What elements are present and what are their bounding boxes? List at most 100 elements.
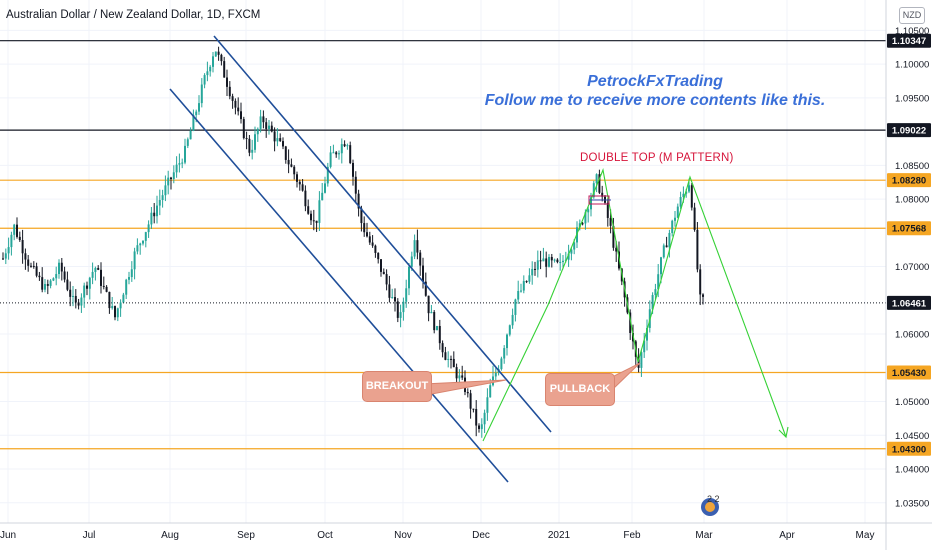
- price-badge-label: 1.07568: [892, 224, 926, 235]
- watermark: PetrockFxTrading Follow me to receive mo…: [470, 72, 840, 110]
- y-tick-label: 1.03500: [895, 498, 929, 509]
- candle-body: [312, 220, 315, 222]
- candle-body: [217, 51, 220, 55]
- candle-body: [304, 190, 307, 207]
- candle-body: [74, 295, 77, 303]
- candle-body: [637, 356, 640, 368]
- watermark-line1: PetrockFxTrading: [587, 73, 723, 90]
- candle-body: [35, 266, 38, 276]
- channel-lower-line[interactable]: [169, 88, 509, 483]
- x-tick-label: May: [856, 530, 875, 541]
- candle-body: [170, 177, 172, 180]
- candle-body: [517, 290, 520, 300]
- candle-body: [416, 240, 419, 253]
- candle-body: [189, 130, 192, 140]
- candle-body: [651, 295, 654, 310]
- double-top-path[interactable]: [482, 168, 787, 442]
- candle-body: [548, 256, 550, 267]
- candle-body: [335, 152, 338, 155]
- candle-body: [500, 358, 503, 370]
- candle-body: [228, 86, 231, 97]
- candle-body: [396, 301, 399, 318]
- candle-body: [606, 202, 609, 218]
- candle-body: [590, 197, 592, 210]
- y-tick-label: 1.05000: [895, 397, 929, 408]
- candle-body: [153, 212, 156, 217]
- candle-body: [480, 424, 483, 429]
- candle-body: [7, 247, 10, 254]
- candle-body: [237, 107, 240, 112]
- candle-body: [97, 267, 100, 270]
- candle-body: [10, 234, 13, 248]
- candle-body: [119, 302, 122, 309]
- candle-body: [528, 275, 531, 282]
- candle-body: [427, 295, 430, 314]
- candle-body: [531, 268, 534, 276]
- candle-body: [44, 284, 46, 290]
- candle-body: [30, 265, 32, 267]
- candle-body: [147, 224, 150, 233]
- pullback-callout[interactable]: PULLBACK: [545, 373, 615, 406]
- candle-body: [21, 240, 24, 254]
- candle-body: [679, 197, 682, 207]
- y-tick-label: 1.06000: [895, 330, 929, 341]
- candle-body: [198, 103, 200, 112]
- candle-body: [489, 385, 492, 398]
- candle-body: [167, 177, 170, 186]
- x-tick-label: Jun: [0, 530, 16, 541]
- candle-body: [245, 138, 248, 140]
- candle-body: [668, 232, 671, 248]
- candle-body: [511, 314, 514, 326]
- breakout-callout[interactable]: BREAKOUT: [362, 371, 432, 402]
- candle-body: [287, 159, 290, 165]
- candle-body: [662, 245, 665, 258]
- candle-body: [573, 242, 576, 250]
- candle-body: [83, 285, 86, 298]
- candle-body: [293, 166, 296, 175]
- candle-body: [587, 209, 590, 213]
- candle-body: [522, 281, 525, 291]
- candle-body: [559, 261, 562, 263]
- candle-body: [279, 138, 282, 142]
- candle-body: [301, 184, 304, 191]
- candle-body: [60, 262, 63, 272]
- price-badge-label: 1.10347: [892, 36, 926, 47]
- candle-body: [696, 229, 699, 270]
- candle-body: [200, 84, 203, 104]
- candle-body: [86, 285, 88, 289]
- candle-body: [419, 252, 422, 266]
- price-badge: [887, 221, 931, 236]
- candle-body: [32, 265, 35, 267]
- candle-body: [472, 408, 475, 410]
- price-badge: [887, 295, 931, 310]
- candle-body: [16, 224, 18, 237]
- candle-body: [192, 115, 195, 131]
- x-tick-label: Mar: [695, 530, 713, 541]
- candle-body: [136, 245, 139, 252]
- candle-body: [276, 138, 279, 142]
- currency-badge[interactable]: NZD: [899, 7, 925, 24]
- candle-body: [545, 258, 548, 267]
- candle-body: [184, 145, 186, 163]
- candle-body: [447, 358, 450, 360]
- candle-body: [77, 302, 80, 306]
- candle-body: [111, 306, 114, 309]
- price-badge: [887, 441, 931, 456]
- candle-body: [595, 174, 598, 184]
- candle-body: [525, 281, 528, 283]
- candle-body: [581, 223, 584, 225]
- candle-body: [234, 100, 237, 108]
- candle-body: [69, 289, 72, 297]
- candle-body: [643, 340, 646, 353]
- candle-body: [385, 274, 388, 285]
- channel-upper-line[interactable]: [213, 35, 552, 433]
- candle-body: [38, 275, 41, 278]
- candle-body: [506, 334, 508, 349]
- candle-body: [142, 240, 144, 244]
- candle-body: [273, 131, 276, 142]
- candle-body: [214, 51, 217, 57]
- candle-body: [125, 279, 128, 295]
- candle-body: [133, 251, 136, 270]
- candle-body: [226, 77, 228, 87]
